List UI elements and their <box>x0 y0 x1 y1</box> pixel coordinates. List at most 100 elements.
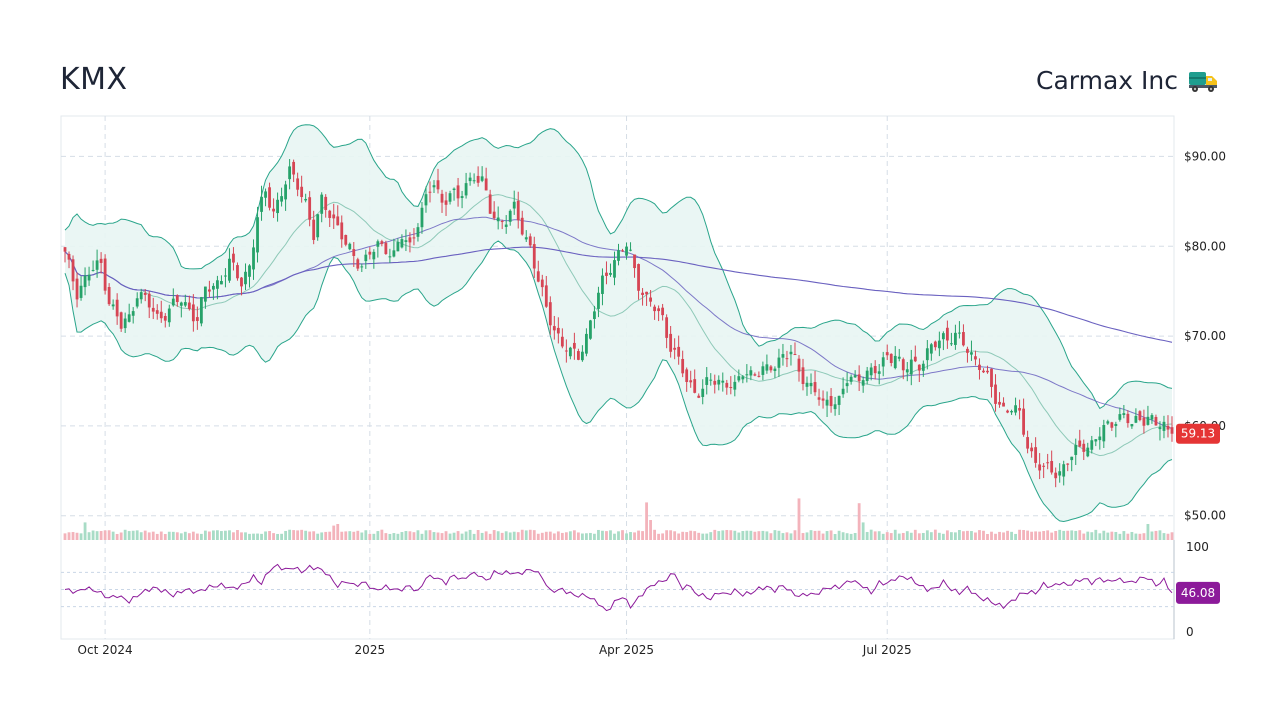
candle-body <box>1082 443 1086 452</box>
candle-body <box>777 357 781 368</box>
candle-body <box>272 208 275 212</box>
volume-bar <box>203 530 207 540</box>
volume-bar <box>869 529 873 540</box>
candle-body <box>244 271 247 285</box>
candle-body <box>119 312 123 329</box>
volume-bar <box>272 533 275 540</box>
volume-bar <box>1170 532 1174 540</box>
candle-body <box>312 219 316 240</box>
candle-body <box>336 216 340 226</box>
volume-bar <box>420 533 424 540</box>
candle-body <box>1046 462 1050 464</box>
volume-bar <box>1118 533 1122 540</box>
volume-bar <box>949 532 953 540</box>
volume-bar <box>757 531 761 540</box>
volume-bar <box>597 529 600 540</box>
time-tick-label: Oct 2024 <box>78 643 133 657</box>
volume-bar <box>1046 530 1050 540</box>
volume-bar <box>187 533 191 540</box>
candle-body <box>669 333 673 352</box>
volume-bar <box>937 532 941 540</box>
volume-bar <box>171 531 175 540</box>
candle-body <box>1146 416 1150 425</box>
volume-bar <box>580 533 584 540</box>
candle-body <box>905 369 909 373</box>
volume-bar <box>829 530 833 540</box>
candle-body <box>155 310 159 314</box>
candle-body <box>933 341 937 348</box>
volume-bar <box>885 532 889 540</box>
candle-body <box>1026 437 1030 449</box>
candle-body <box>91 269 95 271</box>
volume-bar <box>909 532 913 540</box>
candle-body <box>873 366 877 374</box>
volume-bar <box>432 532 436 540</box>
candle-body <box>1010 411 1013 413</box>
candle-body <box>163 315 167 321</box>
rsi-tick-label: 0 <box>1186 625 1194 639</box>
candle-body <box>380 241 384 244</box>
bollinger-upper <box>64 124 1173 410</box>
volume-bar <box>1094 529 1098 540</box>
price-tick-label: $50.00 <box>1184 509 1226 523</box>
volume-bar <box>456 531 460 540</box>
volume-bar <box>179 533 183 540</box>
candle-body <box>216 280 219 289</box>
candle-body <box>917 364 921 371</box>
volume-bar <box>167 531 171 540</box>
candle-body <box>252 247 255 270</box>
candle-body <box>713 380 717 385</box>
candle-body <box>260 196 263 212</box>
candle-body <box>1014 405 1017 413</box>
candle-body <box>845 383 849 387</box>
candle-body <box>793 354 797 356</box>
volume-bar <box>621 530 624 540</box>
candle-body <box>813 382 817 393</box>
volume-bar <box>151 531 155 540</box>
rsi-panel <box>64 563 1173 612</box>
candle-body <box>998 401 1001 405</box>
candle-body <box>697 395 701 398</box>
volume-bar <box>857 503 861 540</box>
volume-bar <box>316 533 320 540</box>
volume-bar <box>1050 532 1054 540</box>
candle-body <box>741 376 745 380</box>
volume-bar <box>837 530 841 540</box>
volume-bar <box>244 532 247 540</box>
candle-body <box>448 193 452 202</box>
volume-bar <box>119 532 123 540</box>
candle-body <box>1150 415 1154 420</box>
volume-bar <box>657 533 661 540</box>
candle-body <box>633 254 636 269</box>
candle-body <box>224 275 227 277</box>
candle-body <box>576 351 580 360</box>
volume-bar <box>1142 533 1146 540</box>
volume-bar <box>520 529 524 540</box>
candle-body <box>424 194 428 206</box>
volume-bar <box>71 532 75 540</box>
candle-body <box>276 199 279 214</box>
candle-body <box>400 239 404 248</box>
candle-body <box>1118 414 1122 420</box>
candle-body <box>929 344 933 354</box>
candle-body <box>657 308 661 312</box>
candle-body <box>785 358 789 360</box>
candle-body <box>801 367 805 384</box>
candle-body <box>974 356 977 360</box>
volume-bar <box>998 531 1001 540</box>
volume-bar <box>1074 530 1078 540</box>
volume-bar <box>107 530 111 540</box>
candle-body <box>861 380 865 386</box>
candle-body <box>268 187 271 208</box>
volume-bar <box>360 532 364 540</box>
volume-bar <box>484 531 488 540</box>
volume-bar <box>1126 533 1130 540</box>
volume-bar <box>601 530 604 540</box>
candle-body <box>1122 413 1126 415</box>
candle-body <box>220 281 223 285</box>
volume-bar <box>773 530 777 540</box>
volume-bar <box>288 529 292 540</box>
ticker-symbol: KMX <box>60 62 128 97</box>
volume-bar <box>508 532 512 540</box>
candle-body <box>733 381 737 390</box>
